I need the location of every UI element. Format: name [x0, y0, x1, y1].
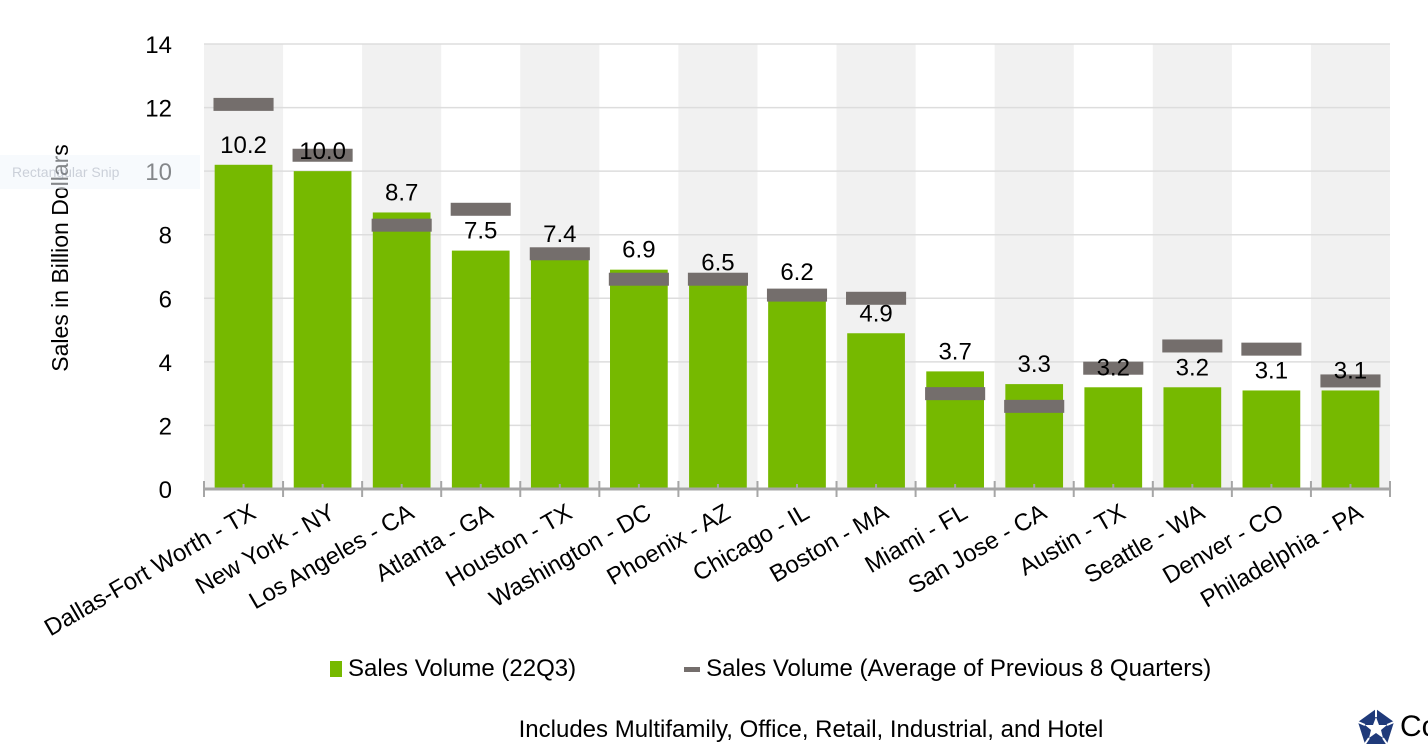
average-marker: [1083, 361, 1144, 375]
value-label: 3.3: [1018, 351, 1051, 378]
y-tick-label: 14: [145, 32, 172, 59]
y-tick-label: 6: [159, 286, 172, 313]
company-logo: Co: [1356, 708, 1428, 746]
average-marker: [608, 272, 669, 286]
value-label: 3.1: [1255, 357, 1288, 384]
value-label: 6.9: [622, 237, 655, 264]
bar: [372, 212, 431, 489]
value-label: 4.9: [859, 300, 892, 327]
legend-item-bar: Sales Volume (22Q3): [330, 655, 576, 683]
bar: [530, 253, 589, 489]
bar: [847, 333, 905, 489]
y-tick-label: 2: [159, 413, 172, 440]
value-label: 6.5: [701, 249, 734, 276]
value-label: 7.5: [464, 218, 497, 245]
value-label: 3.2: [1176, 354, 1209, 381]
y-tick-label: 12: [145, 96, 172, 123]
value-label: 8.7: [385, 179, 418, 206]
bar: [1242, 390, 1301, 489]
bar: [1005, 384, 1064, 489]
average-marker: [846, 291, 907, 305]
average-marker: [1004, 399, 1065, 413]
y-tick-label: 0: [159, 477, 172, 504]
value-label: 10.2: [220, 132, 267, 159]
bar: [214, 164, 273, 490]
logo-star-icon: [1357, 709, 1395, 745]
bar: [768, 291, 826, 489]
value-label: 3.7: [938, 338, 971, 365]
value-label: 3.1: [1334, 357, 1367, 384]
y-axis-ticks: 02468101214: [145, 32, 172, 504]
average-marker: [371, 218, 432, 232]
footnote: Includes Multifamily, Office, Retail, In…: [518, 716, 1104, 743]
average-marker: [1162, 339, 1223, 353]
y-tick-label: 4: [159, 350, 172, 377]
average-markers: [213, 97, 1381, 413]
average-marker: [687, 272, 748, 286]
average-marker: [766, 288, 828, 302]
bar: [610, 269, 668, 489]
value-label: 10.0: [299, 138, 346, 165]
bar: [1084, 387, 1143, 489]
value-labels: 10.2 10.0 8.7 7.5 7.4 6.9 6.5 6.2 4.9 3.7 3.3 3.2 3.…: [220, 132, 1367, 385]
average-marker: [925, 387, 986, 401]
average-marker: [1241, 342, 1302, 356]
y-tick-label: 8: [159, 223, 172, 250]
value-label: 6.2: [780, 259, 813, 286]
x-axis: [203, 481, 1391, 497]
average-marker: [292, 148, 353, 162]
value-label: 7.4: [543, 221, 576, 248]
average-marker: [1320, 374, 1381, 388]
value-label: 3.2: [1097, 354, 1130, 381]
average-marker: [450, 202, 511, 216]
bar: [1321, 390, 1380, 489]
bar: [1163, 387, 1222, 489]
bar: [689, 282, 747, 489]
logo-text: Co: [1400, 710, 1428, 743]
bar: [293, 171, 352, 489]
average-marker: [529, 247, 590, 261]
average-marker: [213, 97, 274, 111]
bar: [451, 250, 510, 489]
legend-swatch-bar: [330, 661, 342, 677]
snip-tooltip: Rectangular Snip: [0, 155, 200, 189]
legend: Sales Volume (22Q3) Sales Volume (Averag…: [330, 655, 1211, 683]
legend-item-marker: Sales Volume (Average of Previous 8 Quar…: [684, 655, 1211, 683]
legend-label-bar: Sales Volume (22Q3): [348, 655, 577, 682]
legend-swatch-marker: [684, 666, 701, 672]
legend-label-marker: Sales Volume (Average of Previous 8 Quar…: [706, 655, 1212, 682]
